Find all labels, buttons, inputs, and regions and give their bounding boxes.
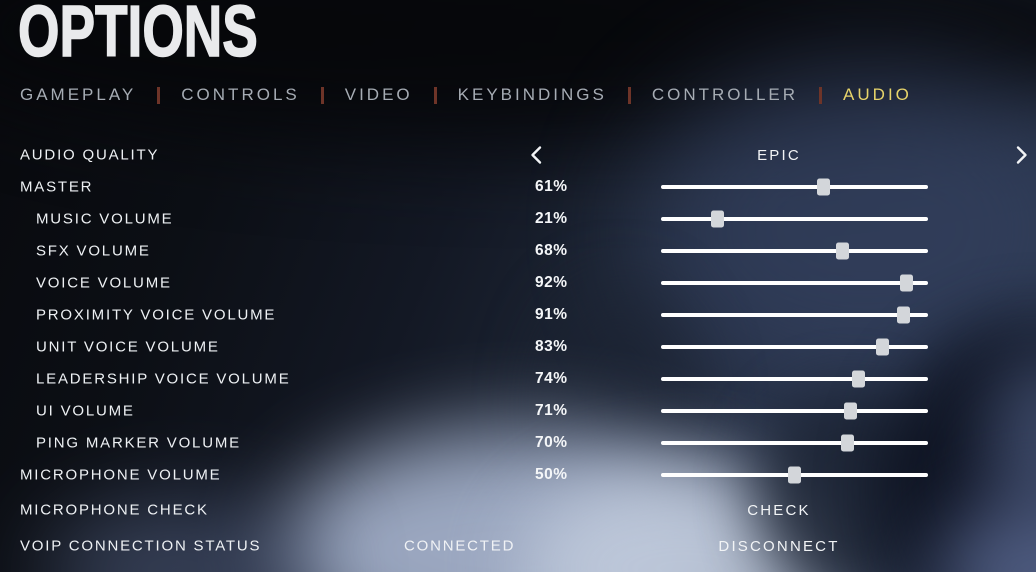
setting-label: UNIT VOICE VOLUME (36, 338, 220, 356)
tab-separator (320, 86, 324, 104)
slider-track[interactable] (661, 242, 928, 260)
tab-keybindings[interactable]: KEYBINDINGS (457, 85, 607, 104)
settings-row-sfx-volume: SFX VOLUME 68% (0, 235, 1036, 267)
setting-label: UI VOLUME (36, 402, 135, 420)
slider-track[interactable] (661, 306, 928, 324)
settings-row-microphone-volume: MICROPHONE VOLUME 50% (0, 459, 1036, 491)
button-center: CHECK (530, 494, 1028, 526)
slider-track[interactable] (661, 178, 928, 196)
settings-row-ping-marker-volume: PING MARKER VOLUME 70% (0, 427, 1036, 459)
slider-handle[interactable] (897, 306, 911, 324)
slider-value: 83% (535, 338, 568, 355)
slider-handle[interactable] (900, 274, 914, 292)
tab-video[interactable]: VIDEO (344, 85, 413, 104)
setting-label: AUDIO QUALITY (20, 146, 160, 164)
slider-track[interactable] (661, 402, 928, 420)
setting-label: LEADERSHIP VOICE VOLUME (36, 370, 291, 388)
settings-row-audio-quality: AUDIO QUALITY EPIC (0, 139, 1036, 171)
settings-row-music-volume: MUSIC VOLUME 21% (0, 203, 1036, 235)
slider-handle[interactable] (817, 178, 831, 196)
slider-track[interactable] (661, 338, 928, 356)
slider-track[interactable] (661, 210, 928, 228)
voip-disconnect-button[interactable]: DISCONNECT (718, 537, 840, 555)
slider-value: 74% (535, 370, 568, 387)
slider-value: 91% (535, 306, 568, 323)
slider-handle[interactable] (841, 434, 855, 452)
chevron-right-icon (1016, 146, 1027, 164)
tab-separator (433, 86, 437, 104)
page-title: OPTIONS (17, 0, 258, 72)
settings-row-ui-volume: UI VOLUME 71% (0, 395, 1036, 427)
tab-bar: GAMEPLAY CONTROLS VIDEO KEYBINDINGS CONTROLL… (20, 82, 912, 108)
slider-handle[interactable] (710, 210, 724, 228)
settings-row-voice-volume: VOICE VOLUME 92% (0, 267, 1036, 299)
slider-track[interactable] (661, 466, 928, 484)
slider-handle[interactable] (836, 242, 850, 260)
slider-track[interactable] (661, 274, 928, 292)
tab-gameplay[interactable]: GAMEPLAY (20, 85, 137, 104)
button-center: DISCONNECT (530, 530, 1028, 562)
slider-handle[interactable] (788, 466, 801, 484)
setting-label: VOIP CONNECTION STATUS (20, 537, 262, 555)
tab-controller[interactable]: CONTROLLER (651, 85, 799, 104)
slider-handle[interactable] (844, 402, 858, 420)
slider-value: 68% (535, 242, 568, 259)
tab-separator (157, 86, 161, 104)
settings-row-microphone-check: MICROPHONE CHECK CHECK (0, 494, 1036, 526)
settings-row-leadership-voice-volume: LEADERSHIP VOICE VOLUME 74% (0, 363, 1036, 395)
voip-status-text: CONNECTED (404, 537, 516, 555)
slider-value: 61% (535, 178, 568, 195)
slider-handle[interactable] (876, 338, 890, 356)
settings-row-proximity-voice-volume: PROXIMITY VOICE VOLUME 91% (0, 299, 1036, 331)
tab-controls[interactable]: CONTROLS (181, 85, 300, 104)
audio-quality-prev-button[interactable] (528, 144, 546, 166)
slider-value: 70% (535, 434, 568, 451)
slider-value: 71% (535, 402, 568, 419)
slider-value: 50% (535, 466, 568, 483)
setting-label: MUSIC VOLUME (36, 210, 174, 228)
setting-label: MICROPHONE VOLUME (20, 466, 222, 484)
setting-label: SFX VOLUME (36, 242, 151, 260)
selector-value: EPIC (757, 146, 801, 164)
slider-track[interactable] (661, 434, 928, 452)
setting-label: MICROPHONE CHECK (20, 501, 209, 519)
setting-label: MASTER (20, 178, 94, 196)
settings-rows: AUDIO QUALITY EPIC MASTER 61% MUSIC VOLUME 21… (0, 139, 1036, 562)
slider-handle[interactable] (852, 370, 866, 388)
setting-label: PING MARKER VOLUME (36, 434, 241, 452)
slider-track[interactable] (661, 370, 928, 388)
slider-value: 21% (535, 210, 568, 227)
tab-separator (819, 86, 823, 104)
settings-row-unit-voice-volume: UNIT VOICE VOLUME 83% (0, 331, 1036, 363)
audio-quality-next-button[interactable] (1012, 144, 1030, 166)
chevron-left-icon (531, 146, 542, 164)
settings-row-master: MASTER 61% (0, 171, 1036, 203)
slider-value: 92% (535, 274, 568, 291)
microphone-check-button[interactable]: CHECK (747, 501, 811, 519)
tab-audio[interactable]: AUDIO (843, 85, 912, 104)
selector-center: EPIC (530, 139, 1028, 171)
setting-label: VOICE VOLUME (36, 274, 172, 292)
setting-label: PROXIMITY VOICE VOLUME (36, 306, 277, 324)
tab-separator (627, 86, 631, 104)
settings-row-voip-connection-status: VOIP CONNECTION STATUS CONNECTED DISCONNEC… (0, 530, 1036, 562)
